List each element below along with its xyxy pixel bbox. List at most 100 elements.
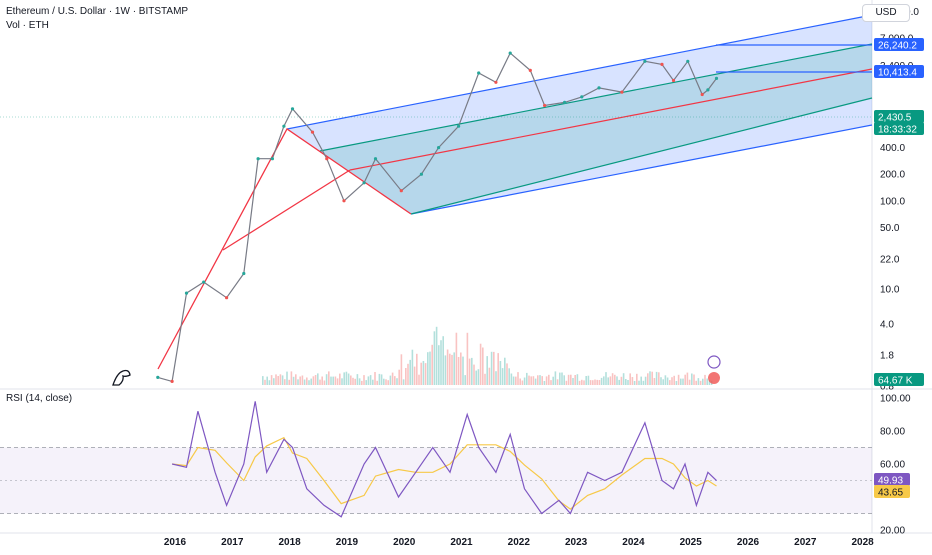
rsi-ma-line: [172, 436, 717, 510]
volume-bar: [556, 379, 559, 385]
price-point: [242, 271, 246, 276]
volume-bar: [662, 379, 664, 385]
volume-bar: [444, 355, 447, 385]
volume-bar: [405, 368, 407, 385]
volume-bar: [677, 374, 680, 385]
volume-bar: [321, 376, 323, 385]
volume-bar: [526, 372, 528, 385]
volume-bar: [442, 336, 444, 385]
volume-bar: [530, 376, 532, 385]
volume-bar: [394, 376, 396, 385]
volume-bar: [587, 375, 590, 385]
volume-bar: [446, 349, 449, 385]
price-label-text: 26,240.2: [878, 41, 917, 52]
volume-bar: [416, 353, 418, 385]
volume-bar: [660, 377, 662, 385]
time-tick-label: 2027: [794, 537, 817, 548]
price-point: [508, 51, 512, 55]
volume-bar: [343, 372, 345, 385]
volume-bar: [495, 371, 497, 385]
volume-bar: [420, 362, 422, 385]
volume-bar: [627, 380, 629, 385]
price-point: [373, 157, 378, 161]
volume-bar: [512, 376, 515, 385]
channel-lower-line: [410, 124, 873, 215]
time-tick-label: 2028: [851, 537, 874, 548]
volume-bar: [449, 353, 451, 385]
volume-bar: [539, 375, 541, 385]
volume-bar: [596, 379, 598, 385]
price-point: [184, 291, 189, 295]
volume-bar: [374, 372, 376, 385]
price-point: [156, 375, 160, 379]
volume-bar: [297, 379, 299, 385]
logo-icon: [112, 369, 131, 386]
price-point: [620, 90, 624, 94]
volume-bar: [642, 380, 645, 385]
price-point: [714, 76, 719, 80]
currency-button[interactable]: USD: [862, 4, 910, 22]
rsi-line: [171, 401, 717, 518]
price-label-text: 18:33:32: [878, 125, 917, 136]
volume-bar: [457, 357, 460, 385]
volume-bar: [519, 378, 521, 385]
volume-label: Vol · ETH: [6, 20, 49, 31]
price-point: [419, 172, 423, 176]
channel-inner-fill: [320, 44, 872, 214]
volume-bar: [493, 351, 495, 385]
price-tick-label: 400.0: [880, 143, 905, 154]
volume-bar: [464, 375, 466, 385]
price-point: [686, 59, 690, 63]
volume-bar: [396, 378, 398, 385]
volume-bar: [290, 371, 293, 385]
volume-bar: [506, 363, 508, 385]
volume-bar: [576, 374, 579, 385]
volume-bar: [361, 380, 363, 385]
time-tick-label: 2026: [737, 537, 760, 548]
volume-bar: [471, 357, 473, 385]
price-tick-label: 0.8: [880, 381, 894, 392]
volume-bar: [607, 377, 609, 385]
volume-bar: [270, 375, 273, 385]
volume-bar: [310, 378, 312, 385]
volume-bar: [532, 376, 535, 385]
price-tick-label: 10.0: [880, 285, 900, 296]
volume-bar: [537, 375, 539, 385]
pitchfork-base: [222, 169, 351, 251]
volume-bar: [625, 379, 627, 385]
volume-bar: [281, 375, 284, 385]
channel-upper-line: [286, 14, 873, 130]
volume-bar: [673, 375, 675, 385]
price-point: [342, 199, 346, 203]
channel-inner-upper: [319, 43, 873, 152]
volume-bar: [666, 377, 669, 385]
price-label-text: 2,430.5: [878, 113, 912, 124]
volume-bar: [649, 371, 651, 385]
volume-bar: [545, 376, 548, 385]
volume-bar: [688, 379, 691, 385]
volume-bar: [372, 379, 374, 385]
volume-bar: [347, 373, 350, 385]
volume-bar: [682, 378, 684, 385]
price-point: [457, 124, 461, 128]
volume-bar: [279, 374, 282, 385]
price-label-box: [874, 65, 924, 78]
price-point: [325, 157, 329, 161]
volume-bar: [706, 378, 708, 385]
price-point: [643, 59, 647, 63]
price-point: [700, 92, 704, 97]
volume-bar: [581, 379, 583, 385]
volume-bar: [508, 368, 510, 385]
volume-bar: [548, 374, 550, 385]
volume-bar: [554, 371, 557, 385]
volume-bar: [611, 373, 614, 385]
price-point: [399, 189, 403, 193]
volume-bar: [504, 357, 506, 385]
price-label-box: [874, 110, 924, 123]
volume-bar: [479, 343, 482, 385]
volume-bar: [422, 361, 425, 385]
volume-bar: [699, 380, 702, 385]
time-tick-label: 2020: [393, 537, 416, 548]
volume-bar: [418, 374, 420, 385]
